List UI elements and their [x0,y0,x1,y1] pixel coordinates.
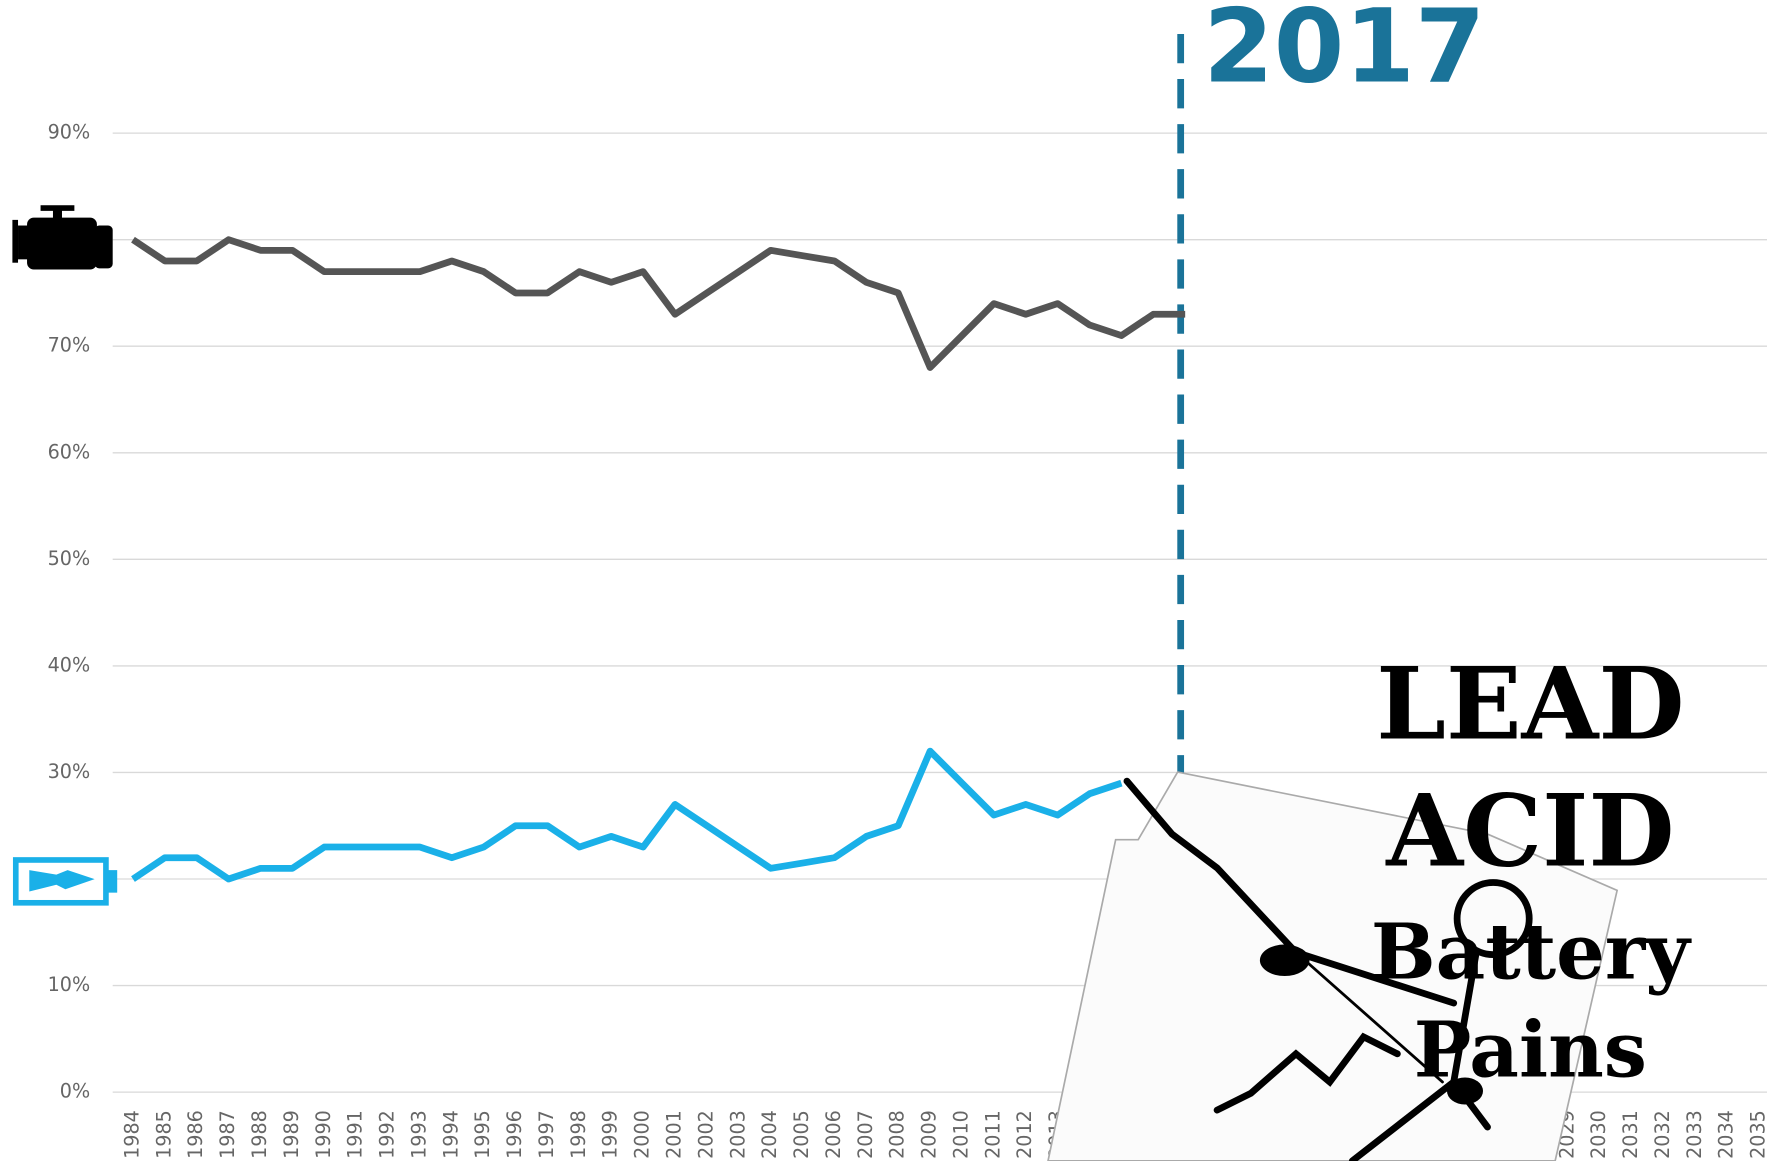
x-tick-label: 2007 [854,1110,877,1159]
x-tick-label: 1993 [407,1110,430,1159]
x-tick-label: 1991 [344,1110,367,1159]
y-tick-label: 0% [60,1080,90,1103]
overlay-text: Battery [1371,907,1692,997]
overlay-text: ACID [1385,774,1674,890]
overlay-text: LEAD [1376,646,1684,762]
x-tick-label: 2012 [1013,1110,1036,1159]
y-tick-label: 70% [48,334,91,357]
x-tick-label: 2031 [1619,1110,1642,1159]
x-tick-label: 2033 [1683,1110,1706,1159]
y-tick-label: 10% [48,973,91,996]
x-tick-label: 1984 [120,1110,143,1159]
line-series [131,236,1186,371]
x-tick-label: 2035 [1747,1110,1767,1159]
y-tick-label: 30% [48,760,91,783]
x-tick-label: 1987 [216,1110,239,1159]
x-tick-label: 2011 [981,1110,1004,1159]
x-tick-label: 2003 [726,1110,749,1159]
x-tick-label: 2004 [758,1110,781,1159]
line-series [131,747,1123,883]
x-tick-label: 1988 [248,1110,271,1159]
x-tick-label: 2008 [886,1110,909,1159]
hand [1446,1077,1484,1105]
x-tick-label: 1990 [312,1110,335,1159]
x-tick-label: 2006 [822,1110,845,1159]
battery-icon [12,857,118,906]
x-tick-label: 2034 [1715,1110,1738,1159]
x-tick-label: 2000 [631,1110,654,1159]
x-tick-label: 2002 [694,1110,717,1159]
x-tick-label: 1999 [599,1110,622,1159]
x-tick-label: 1995 [471,1110,494,1159]
x-tick-label: 2032 [1651,1110,1674,1159]
x-tick-label: 1994 [439,1110,462,1159]
overlay-text: Pains [1414,1005,1647,1095]
x-tick-label: 1986 [184,1110,207,1159]
x-tick-label: 2030 [1587,1110,1610,1159]
y-tick-label: 90% [48,121,91,144]
x-tick-label: 1997 [535,1110,558,1159]
marker-label: 2017 [1203,0,1485,105]
y-tick-label: 60% [48,440,91,463]
x-tick-label: 2009 [918,1110,941,1159]
y-tick-label: 40% [48,653,91,676]
y-tick-label: 50% [48,547,91,570]
x-tick-label: 2005 [790,1110,813,1159]
x-tick-label: 1992 [376,1110,399,1159]
x-tick-label: 2001 [663,1110,686,1159]
x-tick-label: 2010 [949,1110,972,1159]
hand [1259,944,1310,977]
x-tick-label: 1998 [567,1110,590,1159]
engine-icon [12,205,113,270]
x-tick-label: 1996 [503,1110,526,1159]
x-tick-label: 1989 [280,1110,303,1159]
stick-figure [1123,777,1533,1161]
x-tick-label: 1985 [152,1110,175,1159]
